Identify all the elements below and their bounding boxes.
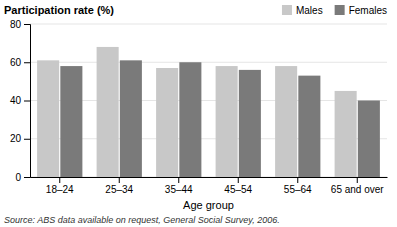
y-tick: 80: [10, 19, 30, 30]
grid-line: [30, 100, 387, 101]
x-tick-label: 65 and over: [331, 184, 384, 195]
y-tick-mark: [24, 177, 30, 178]
x-axis: 18–24 25–34 35–44 45–54 55–64 65 and over: [31, 177, 388, 195]
chart: 18–24 25–34 35–44 45–54 55–64 65 and over 0 20 4…: [0, 0, 397, 227]
x-tick: 55–64: [284, 177, 312, 195]
grid-line: [30, 177, 387, 178]
bar: [97, 47, 119, 177]
y-axis-line: [24, 25, 31, 178]
y-tick-label: 20: [10, 133, 22, 144]
x-axis-line: [31, 177, 388, 178]
x-tick-label: 55–64: [284, 184, 312, 195]
grid-line: [30, 62, 387, 63]
x-tick-label: 45–54: [224, 184, 252, 195]
x-label: Age group: [183, 199, 234, 211]
bar: [335, 91, 357, 177]
y-tick-label: 40: [10, 95, 22, 106]
bar-series: [37, 47, 357, 177]
bar: [37, 60, 59, 177]
y-tick-label: 0: [15, 172, 21, 183]
bars: [37, 47, 380, 177]
bar: [358, 101, 380, 178]
grid-line: [30, 138, 387, 139]
y-tick: 40: [10, 95, 30, 106]
y-tick: 20: [10, 133, 30, 144]
legend-item: Females: [335, 5, 387, 16]
plot: 18–24 25–34 35–44 45–54 55–64 65 and over 0 20 4…: [10, 19, 388, 195]
y-tick-mark: [24, 139, 30, 140]
y-tick-label: 80: [10, 19, 22, 30]
y-axis: 0 20 40 60 80: [10, 19, 31, 183]
x-tick-mark: [119, 177, 120, 183]
legend-label: Males: [296, 5, 323, 16]
bar: [239, 70, 261, 177]
annotation: Source: ABS data available on request, G…: [4, 215, 280, 225]
y-tick: 0: [15, 172, 30, 183]
title: Participation rate (%): [4, 4, 114, 16]
y-tick-mark: [24, 24, 30, 25]
x-tick-mark: [59, 177, 60, 183]
x-tick-mark: [238, 177, 239, 183]
y-tick-mark: [24, 101, 30, 102]
bar: [298, 76, 320, 177]
x-tick: 35–44: [165, 177, 193, 195]
x-tick: 65 and over: [331, 177, 384, 195]
bar: [179, 62, 201, 177]
legend-swatch: [282, 5, 292, 15]
legend: Males Females: [282, 5, 387, 16]
y-tick-mark: [24, 62, 30, 63]
grid: [30, 24, 387, 177]
x-tick-mark: [297, 177, 298, 183]
legend-swatch: [335, 5, 345, 15]
legend-item: Males: [282, 5, 323, 16]
x-tick-label: 18–24: [46, 184, 74, 195]
x-tick: 25–34: [105, 177, 133, 195]
bar: [120, 60, 142, 177]
bar: [216, 66, 238, 177]
y-tick: 60: [10, 57, 30, 68]
bar: [275, 66, 297, 177]
x-tick: 45–54: [224, 177, 252, 195]
x-tick-label: 25–34: [105, 184, 133, 195]
legend-label: Females: [349, 5, 387, 16]
x-tick-mark: [178, 177, 179, 183]
grid-line: [30, 24, 387, 25]
bar: [60, 66, 82, 177]
bar: [156, 68, 178, 177]
y-tick-label: 60: [10, 57, 22, 68]
bar-series: [60, 60, 380, 177]
x-tick-label: 35–44: [165, 184, 193, 195]
x-tick: 18–24: [46, 177, 74, 195]
x-tick-mark: [357, 177, 358, 183]
